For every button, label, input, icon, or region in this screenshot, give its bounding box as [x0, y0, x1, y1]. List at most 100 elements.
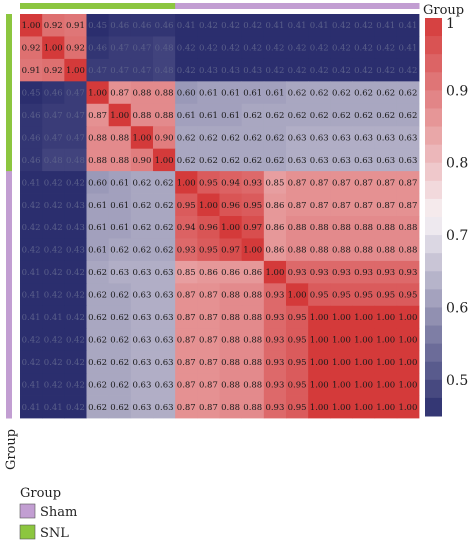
- cell-value-label: 0.48: [44, 156, 63, 166]
- cell-value-label: 0.60: [177, 89, 196, 99]
- cell-value-label: 0.63: [132, 380, 151, 390]
- cell-value-label: 0.93: [265, 358, 284, 368]
- heatmap-cell: [286, 395, 309, 419]
- heatmap-cell: [20, 328, 43, 352]
- heatmap-cell: [108, 126, 132, 150]
- heatmap-cell: [219, 171, 243, 194]
- heatmap-cell: [396, 193, 420, 217]
- heatmap-cell: [197, 350, 220, 374]
- heatmap-cell: [64, 14, 87, 37]
- heatmap-cell: [153, 193, 176, 217]
- cell-value-label: 0.95: [243, 201, 262, 211]
- cell-value-label: 0.87: [199, 291, 218, 301]
- heatmap-cell: [286, 58, 309, 82]
- heatmap-cell: [42, 193, 65, 217]
- column-group-segment: [374, 3, 398, 9]
- cell-value-label: 0.46: [110, 21, 129, 31]
- heatmap-cell: [330, 373, 353, 396]
- heatmap-cell: [374, 395, 398, 419]
- cell-value-label: 0.63: [332, 133, 351, 143]
- cell-value-label: 0.63: [376, 133, 395, 143]
- cell-value-label: 0.62: [177, 156, 196, 166]
- heatmap-cell: [396, 216, 420, 239]
- heatmap-cell: [197, 395, 220, 419]
- cell-value-label: 0.41: [22, 403, 41, 413]
- heatmap-cell: [42, 148, 65, 172]
- column-group-segment: [396, 3, 420, 9]
- cell-value-label: 0.93: [177, 246, 196, 256]
- heatmap-cell: [153, 58, 176, 82]
- heatmap-cell: [219, 193, 243, 217]
- heatmap-cell: [263, 103, 287, 127]
- cell-value-label: 0.95: [288, 358, 307, 368]
- heatmap-cell: [330, 103, 353, 127]
- row-group-segment: [6, 305, 12, 329]
- cell-value-label: 0.42: [288, 66, 307, 76]
- row-group-segment: [6, 148, 12, 172]
- heatmap-cell: [396, 148, 420, 172]
- heatmap-cell: [308, 171, 331, 194]
- color-scale-step: [425, 343, 442, 363]
- cell-value-label: 0.62: [199, 133, 218, 143]
- heatmap-cell: [86, 373, 110, 396]
- cell-value-label: 1.00: [332, 358, 351, 368]
- row-group-segment: [6, 103, 12, 127]
- heatmap-cell: [263, 260, 287, 284]
- cell-value-label: 0.45: [88, 21, 107, 31]
- cell-value-label: 0.87: [177, 403, 196, 413]
- heatmap-cell: [352, 395, 376, 419]
- heatmap-cell: [197, 283, 220, 307]
- cell-value-label: 0.62: [132, 178, 151, 188]
- heatmap-cell: [374, 260, 398, 284]
- cell-value-label: 0.62: [88, 335, 107, 345]
- color-scale-step: [425, 162, 442, 182]
- color-scale-step: [425, 217, 442, 236]
- cell-value-label: 0.87: [177, 358, 196, 368]
- cell-value-label: 0.43: [221, 66, 240, 76]
- cell-value-label: 0.62: [110, 313, 129, 323]
- cell-value-label: 1.00: [288, 291, 307, 301]
- cell-value-label: 1.00: [332, 403, 351, 413]
- heatmap-cell: [330, 36, 353, 60]
- cell-value-label: 0.86: [221, 268, 240, 278]
- color-scale-step: [425, 325, 442, 345]
- cell-value-label: 1.00: [376, 335, 395, 345]
- heatmap-cell: [263, 126, 287, 150]
- cell-value-label: 0.95: [332, 291, 351, 301]
- cell-value-label: 0.62: [243, 156, 262, 166]
- heatmap-cell: [108, 328, 132, 352]
- cell-value-label: 0.62: [110, 403, 129, 413]
- heatmap-cell: [241, 216, 265, 239]
- cell-value-label: 0.93: [354, 268, 373, 278]
- cell-value-label: 0.41: [265, 21, 284, 31]
- color-scale-step: [425, 307, 442, 327]
- column-group-segment: [108, 3, 132, 9]
- cell-value-label: 0.42: [66, 380, 85, 390]
- heatmap-cell: [108, 283, 132, 307]
- heatmap-cell: [308, 36, 331, 60]
- heatmap-cell: [86, 81, 110, 105]
- cell-value-label: 0.62: [243, 133, 262, 143]
- cell-value-label: 0.42: [243, 44, 262, 54]
- cell-value-label: 0.46: [155, 21, 174, 31]
- heatmap-cell: [130, 283, 154, 307]
- cell-value-label: 0.41: [44, 313, 63, 323]
- heatmap-cell: [374, 373, 398, 396]
- legend-label: SNL: [40, 526, 69, 541]
- heatmap-cell: [153, 36, 176, 60]
- heatmap-cell: [175, 328, 198, 352]
- heatmap-cell: [108, 395, 132, 419]
- color-scale-step: [425, 235, 442, 254]
- heatmap-cell: [263, 148, 287, 172]
- cell-value-label: 0.95: [199, 178, 218, 188]
- heatmap-cell: [374, 238, 398, 262]
- heatmap-cell: [352, 14, 376, 37]
- heatmap-cell: [241, 171, 265, 194]
- heatmap-cell: [352, 148, 376, 172]
- cell-value-label: 0.48: [155, 44, 174, 54]
- color-scale-step: [425, 144, 442, 164]
- heatmap-cell: [241, 395, 265, 419]
- heatmap-cell: [352, 126, 376, 150]
- heatmap-cell: [396, 395, 420, 419]
